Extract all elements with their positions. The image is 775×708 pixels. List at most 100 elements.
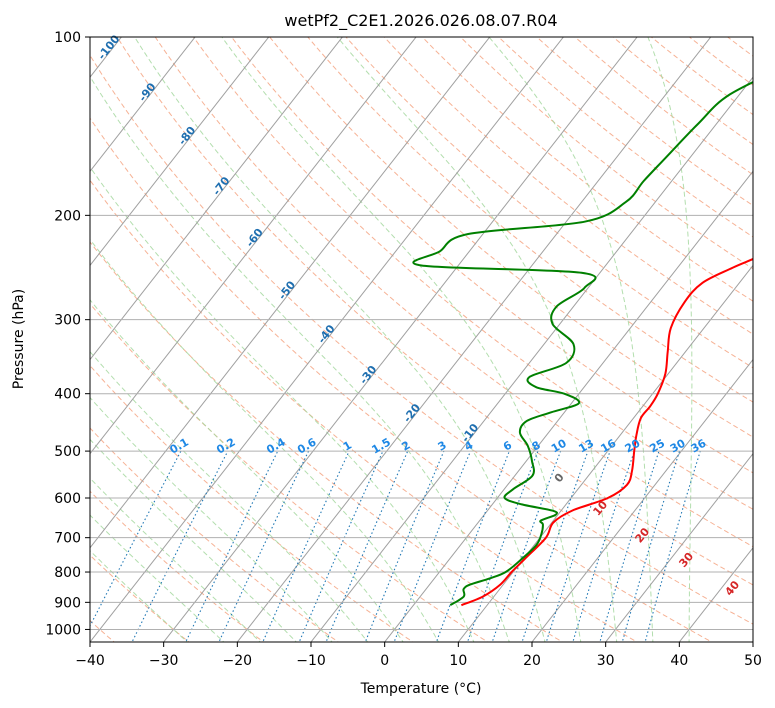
moist-adiabat-line [647, 37, 693, 642]
dry-adiabat-label: 30 [676, 550, 696, 570]
x-tick-label: 20 [523, 653, 541, 669]
isotherm-label: -20 [401, 401, 424, 425]
mixing-ratio-label: 0.1 [167, 436, 190, 457]
isotherm-line [457, 264, 753, 642]
mixing-ratio-label: 0.4 [264, 435, 288, 456]
isotherm-line [531, 358, 753, 642]
isotherm-line [90, 37, 491, 549]
mixing-ratio-line [545, 450, 611, 642]
y-tick-label: 700 [54, 531, 81, 547]
x-tick-label: −10 [296, 653, 326, 669]
dry-adiabat-line [90, 490, 265, 642]
x-tick-label: 30 [597, 653, 615, 669]
isotherm-label: -30 [357, 363, 380, 387]
isotherm-line [90, 37, 344, 361]
y-tick-label: 500 [54, 444, 81, 460]
x-axis-label: Temperature (°C) [360, 681, 482, 697]
mixing-ratio-line [131, 450, 229, 642]
dry-adiabat-label: 20 [632, 525, 652, 545]
plot-frame [89, 36, 754, 643]
mixing-ratio-line [644, 450, 701, 642]
dry-adiabat-line [230, 37, 753, 474]
dewpoint-profile-line [412, 80, 753, 607]
isotherm-line [236, 37, 712, 642]
dry-adiabat-line [536, 37, 753, 207]
moist-adiabat-line [90, 514, 225, 642]
mixing-ratio-line [262, 450, 350, 642]
isotherm-line [163, 37, 638, 642]
isotherm-line [384, 170, 753, 642]
moist-adiabat-line [90, 166, 475, 642]
mixing-ratio-line [466, 450, 539, 642]
y-tick-label: 400 [54, 387, 81, 403]
isotherm-label: -80 [176, 124, 199, 148]
mixing-ratio-line [218, 450, 310, 642]
moist-adiabat-line [90, 477, 261, 642]
isotherm-line [752, 641, 753, 642]
moist-adiabat-line [90, 396, 333, 642]
mixing-ratio-label: 13 [576, 437, 596, 456]
x-tick-label: 0 [380, 653, 389, 669]
dry-adiabat-label: 0 [552, 471, 567, 485]
isotherm-line [678, 547, 753, 642]
y-tick-label: 800 [54, 565, 81, 581]
x-tick-label: 10 [449, 653, 467, 669]
moist-adiabat-line [90, 75, 510, 642]
mixing-ratio-line [393, 450, 472, 642]
y-tick-label: 100 [54, 30, 81, 46]
mixing-ratio-line [621, 450, 681, 642]
mixing-ratio-line [185, 450, 279, 642]
dry-adiabat-line [421, 37, 753, 302]
dry-adiabat-line [383, 37, 753, 335]
mixing-ratio-label: 16 [598, 436, 618, 455]
dry-adiabat-line [154, 37, 753, 548]
moist-adiabat-line [90, 299, 404, 642]
dry-adiabat-line [90, 302, 489, 642]
dry-adiabat-line [90, 427, 340, 642]
moist-adiabat-line [90, 238, 440, 642]
dry-adiabat-line [116, 37, 753, 586]
dry-adiabat-line [90, 554, 190, 642]
isotherm-line [90, 37, 196, 173]
x-tick-label: 40 [670, 653, 688, 669]
moist-adiabat-line [90, 438, 297, 642]
dry-adiabat-line [90, 54, 753, 625]
mixing-ratio-line [521, 450, 589, 642]
isotherm-line [90, 37, 270, 267]
dry-adiabat-label: 10 [590, 498, 610, 518]
mixing-ratio-line [435, 450, 510, 642]
y-axis-label: Pressure (hPa) [11, 289, 27, 389]
moist-adiabat-line [336, 37, 618, 642]
y-tick-label: 600 [54, 491, 81, 507]
mixing-ratio-label: 36 [689, 436, 709, 455]
mixing-ratio-label: 1.5 [369, 436, 392, 457]
mixing-ratio-label: 25 [647, 437, 667, 456]
mixing-ratio-line [572, 450, 635, 642]
isotherm-label: -50 [276, 278, 299, 302]
x-tick-label: −40 [75, 653, 105, 669]
chart-title: wetPf2_C2E1.2026.026.08.07.R04 [284, 11, 557, 31]
sounding-series [412, 80, 753, 607]
isotherm-line [90, 37, 417, 455]
dry-adiabat-line [90, 179, 639, 642]
x-tick-label: −30 [149, 653, 179, 669]
x-tick-label: −20 [223, 653, 253, 669]
moist-adiabat-line [90, 351, 369, 642]
mixing-ratio-line [90, 450, 182, 628]
mixing-ratio-line [491, 450, 562, 642]
isotherm-label: -70 [210, 174, 233, 198]
mixing-ratio-line [364, 450, 445, 642]
dry-adiabat-line [90, 117, 713, 642]
isotherm-label: -60 [243, 226, 266, 250]
isotherm-line [605, 452, 753, 642]
dry-adiabat-line [192, 37, 753, 510]
mixing-ratio-line [325, 450, 409, 642]
pressure-gridlines [90, 37, 753, 630]
mixing-ratio-label: 20 [623, 436, 643, 455]
x-tick-label: 50 [744, 653, 762, 669]
dry-adiabat-label: 40 [722, 578, 742, 598]
dry-adiabat-line [90, 241, 564, 642]
y-tick-label: 900 [54, 595, 81, 611]
mixing-ratio-label: 10 [549, 436, 569, 455]
